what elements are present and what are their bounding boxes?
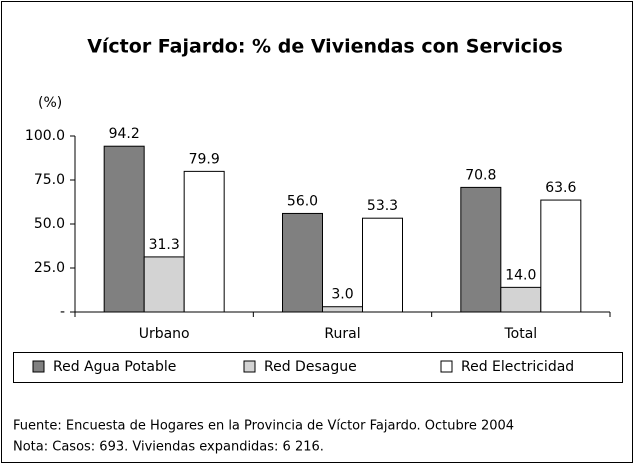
- chart-title: Víctor Fajardo: % de Viviendas con Servi…: [87, 36, 563, 58]
- bar: [282, 212, 323, 313]
- bar: [362, 217, 403, 313]
- bar: [183, 170, 225, 313]
- note: Fuente: Encuesta de Hogares en la Provin…: [13, 419, 514, 434]
- value-label: 3.0: [331, 287, 353, 303]
- x-tick-label: Rural: [324, 326, 360, 342]
- value-label: 79.9: [189, 151, 220, 167]
- y-tick-label: -: [60, 304, 65, 320]
- bar: [103, 145, 145, 313]
- legend-swatch: [243, 360, 256, 373]
- legend-label: Red Electricidad: [461, 359, 574, 375]
- legend-swatch: [32, 360, 45, 373]
- value-label: 94.2: [109, 126, 140, 142]
- bar: [322, 306, 363, 313]
- y-axis-label: (%): [38, 95, 62, 111]
- legend-box: [13, 352, 623, 383]
- x-tick-label: Urbano: [139, 326, 190, 342]
- bar: [460, 186, 502, 313]
- bar: [143, 256, 185, 313]
- y-tick-label: 25.0: [34, 260, 65, 276]
- legend-label: Red Agua Potable: [53, 359, 176, 375]
- value-label: 53.3: [367, 198, 398, 214]
- bar: [500, 286, 542, 313]
- note: Nota: Casos: 693. Viviendas expandidas: …: [13, 440, 324, 455]
- y-tick-label: 100.0: [25, 128, 65, 144]
- value-label: 63.6: [545, 180, 576, 196]
- y-tick-label: 50.0: [34, 216, 65, 232]
- legend-label: Red Desague: [264, 359, 357, 375]
- y-tick-label: 75.0: [34, 172, 65, 188]
- value-label: 70.8: [465, 167, 496, 183]
- value-label: 56.0: [287, 193, 318, 209]
- x-tick-label: Total: [503, 326, 537, 342]
- value-label: 31.3: [149, 237, 180, 253]
- bar: [540, 199, 582, 313]
- value-label: 14.0: [505, 267, 536, 283]
- legend-swatch: [440, 360, 453, 373]
